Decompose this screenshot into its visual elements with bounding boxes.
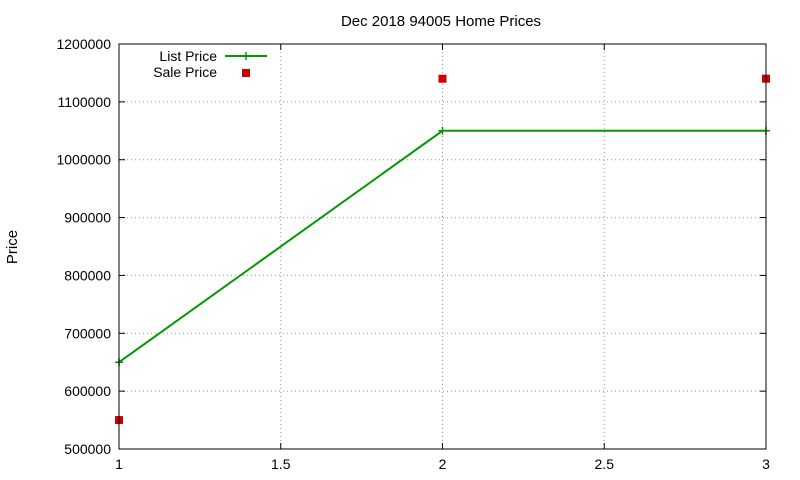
y-tick-label: 1000000 — [56, 152, 111, 168]
plot-frame — [118, 43, 767, 450]
legend-label: Sale Price — [153, 64, 217, 80]
y-tick-label: 1200000 — [56, 36, 111, 52]
legend-marker — [242, 69, 250, 77]
chart-title: Dec 2018 94005 Home Prices — [341, 13, 541, 30]
x-tick-label: 3 — [762, 456, 770, 472]
series-line — [118, 129, 766, 364]
y-tick-label: 800000 — [64, 267, 111, 283]
y-tick-label: 600000 — [64, 383, 111, 399]
series-layer — [115, 74, 770, 425]
y-tick-label: 500000 — [64, 441, 111, 457]
series-list-price — [115, 126, 770, 367]
y-tick-label: 900000 — [64, 210, 111, 226]
y-tick-label: 700000 — [64, 325, 111, 341]
x-tick-label: 2.5 — [595, 456, 615, 472]
x-tick-label: 1 — [115, 456, 123, 472]
legend-label: List Price — [159, 48, 217, 64]
grid-lines — [119, 44, 766, 449]
y-axis-label: Price — [4, 230, 21, 264]
data-point — [438, 126, 447, 135]
x-tick-label: 1.5 — [271, 456, 291, 472]
tick-labels: 1 1.5 2 2.5 3 500000 600000 700000 800000 900000 1… — [56, 36, 770, 472]
y-tick-label: 1100000 — [58, 94, 112, 110]
legend-marker — [242, 52, 250, 60]
x-tick-label: 2 — [439, 456, 447, 472]
data-point — [438, 74, 447, 83]
